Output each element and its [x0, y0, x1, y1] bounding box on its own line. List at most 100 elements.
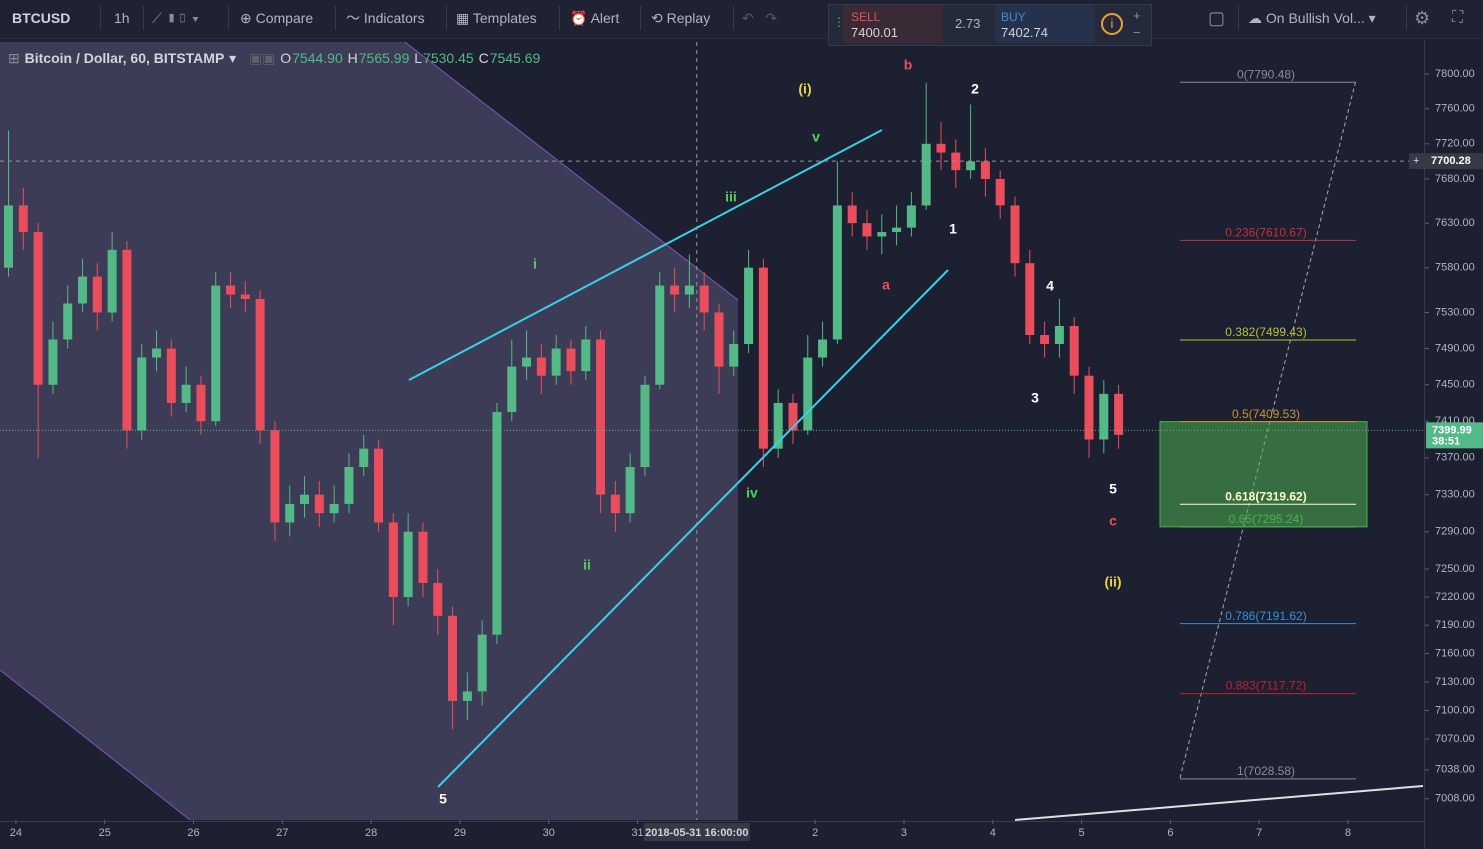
separator [100, 6, 101, 30]
candle-body [181, 384, 191, 403]
candle-body [344, 467, 354, 504]
x-tick-label: 24 [10, 827, 22, 839]
candle-body [936, 143, 946, 153]
candle-body [418, 531, 428, 583]
replay-button[interactable]: ⟲ Replay [651, 10, 711, 26]
wave-label: 3 [1031, 390, 1039, 406]
trend-line [437, 269, 949, 788]
legend-low: 7530.45 [423, 50, 474, 66]
legend-l-label: L [414, 50, 423, 66]
y-tick-label: 7290.00 [1435, 526, 1475, 538]
y-tick-label: 7220.00 [1435, 591, 1475, 603]
candle-body [862, 223, 872, 237]
y-tick-label: 7720.00 [1435, 138, 1475, 150]
layout-button[interactable]: ▢ [1208, 8, 1226, 28]
candle-body [610, 494, 620, 514]
buy-button[interactable]: BUY 7402.74 [995, 5, 1095, 43]
candle-body [33, 232, 43, 385]
legend-title[interactable]: Bitcoin / Dollar, 60, BITSTAMP [24, 50, 225, 66]
candle-body [1099, 393, 1109, 440]
spread: 2.73 [955, 16, 981, 31]
y-tick-label: 7250.00 [1435, 563, 1475, 575]
candle-body [1054, 325, 1064, 345]
wave-label: 5 [439, 791, 447, 807]
candle-body [788, 402, 798, 431]
fib-label: 1(7028.58) [1237, 764, 1295, 778]
legend: ⊞ Bitcoin / Dollar, 60, BITSTAMP ▾ ▣▣ O7… [8, 50, 541, 67]
candle-body [536, 357, 546, 376]
candle-body [714, 312, 724, 367]
candle-body [966, 161, 976, 171]
alert-text: Alert [590, 10, 620, 26]
candle-body [1114, 393, 1124, 435]
candle-body [433, 582, 443, 616]
x-tick-label: 31 [631, 827, 643, 839]
info-icon[interactable]: i [1101, 13, 1123, 35]
compare-text: Compare [255, 10, 314, 26]
candle-body [122, 249, 132, 431]
indicators-text: Indicators [363, 10, 425, 26]
candle-body [640, 384, 650, 468]
countdown: 38:51 [1432, 435, 1460, 447]
candle-body [314, 494, 324, 514]
candle-body [773, 402, 783, 449]
candle-body [892, 227, 902, 233]
candle-body [329, 503, 339, 514]
fib-label: 0.618(7319.62) [1225, 489, 1306, 503]
candle-body [507, 366, 517, 413]
last-price-tag [1426, 422, 1483, 449]
chart-style-icons[interactable]: ⟋ ▮▯ ▾ [152, 10, 199, 26]
separator [446, 6, 447, 30]
candle-body [729, 344, 739, 367]
indicators-button[interactable]: 〜 Indicators [346, 10, 425, 26]
candle-body [492, 412, 502, 635]
sell-label: SELL [851, 10, 881, 24]
compare-button[interactable]: ⊕ Compare [240, 10, 314, 26]
x-tick-label: 28 [365, 827, 377, 839]
candle-body [196, 384, 206, 422]
candle-body [152, 348, 162, 358]
alert-button[interactable]: ⏰ Alert [570, 10, 620, 26]
crosshair-price-tag [1409, 153, 1483, 170]
crosshair-price: 7700.28 [1431, 155, 1471, 167]
candle-body [847, 205, 857, 224]
candle-body [906, 205, 916, 228]
buy-price: 7402.74 [1001, 25, 1048, 40]
settings-button[interactable]: ⚙ [1414, 8, 1431, 28]
candle-body [832, 205, 842, 340]
fib-label: 0.5(7409.53) [1232, 407, 1300, 421]
strategy-menu[interactable]: ☁ On Bullish Vol... ▾ [1248, 10, 1376, 26]
templates-button[interactable]: ▦ Templates [456, 10, 537, 26]
x-tick-label: 26 [187, 827, 199, 839]
interval[interactable]: 1h [114, 10, 130, 26]
separator [559, 6, 560, 30]
x-tick-label: 30 [543, 827, 555, 839]
candle-body [359, 448, 369, 468]
separator [335, 6, 336, 30]
symbol[interactable]: BTCUSD [12, 10, 71, 26]
x-tick-label: 25 [99, 827, 111, 839]
wave-label: 2 [971, 81, 979, 97]
y-tick-label: 7130.00 [1435, 676, 1475, 688]
trend-line [408, 129, 883, 381]
qty-stepper[interactable]: + − [1133, 8, 1141, 40]
candle-body [625, 467, 635, 514]
candle-body [699, 285, 709, 313]
wave-label: ii [583, 557, 591, 573]
x-tick-label: 7 [1256, 827, 1262, 839]
fib-label: 0.786(7191.62) [1225, 609, 1306, 623]
candle-body [448, 615, 458, 701]
candle-body [300, 494, 310, 504]
trend-line [1014, 785, 1424, 821]
candle-body [48, 339, 58, 385]
fullscreen-button[interactable]: ⛶ [1452, 9, 1464, 26]
fib-label: 0.883(7117.72) [1226, 679, 1307, 693]
crosshair-time: 2018-05-31 16:00:00 [645, 827, 748, 839]
sell-button[interactable]: SELL 7400.01 [843, 5, 943, 43]
candle-body [581, 339, 591, 372]
undo-redo[interactable]: ↶ ↷ [742, 10, 778, 26]
candle-body [92, 276, 102, 313]
candle-body [803, 357, 813, 431]
candle-body [255, 298, 265, 431]
